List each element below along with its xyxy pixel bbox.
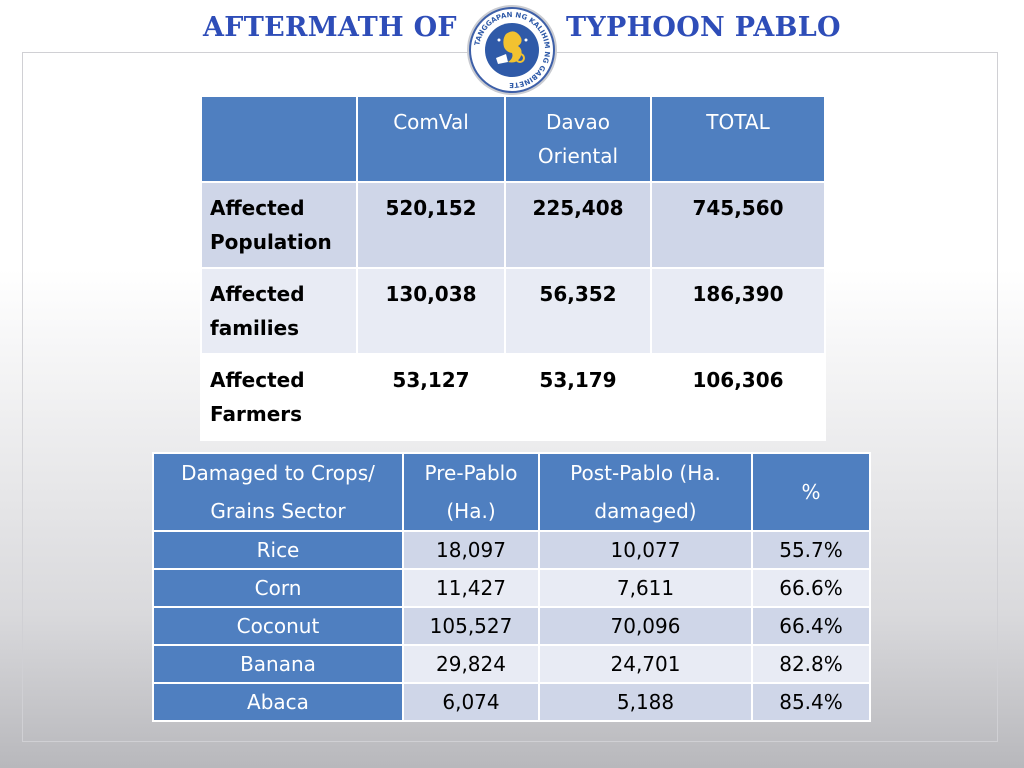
cell-total: 106,306	[650, 353, 826, 441]
row-label: Affected Population	[200, 181, 358, 269]
t1-header-total: TOTAL	[650, 95, 826, 183]
crop-name: Coconut	[152, 606, 404, 646]
row-label: Affected Farmers	[200, 353, 358, 441]
slide-title-left: AFTERMATH OF	[203, 12, 457, 43]
table-row: Rice 18,097 10,077 55.7%	[152, 530, 871, 570]
cell-davao: 225,408	[504, 181, 652, 269]
cell-percent: 55.7%	[751, 530, 871, 570]
slide-title-right: TYPHOON PABLO	[566, 12, 841, 43]
t2-header-percent: %	[751, 452, 871, 532]
crop-name: Abaca	[152, 682, 404, 722]
t1-header-davao-oriental: Davao Oriental	[504, 95, 652, 183]
row-label: Affected families	[200, 267, 358, 355]
table-row: Corn 11,427 7,611 66.6%	[152, 568, 871, 608]
t1-header-comval: ComVal	[356, 95, 506, 183]
population-table: ComVal Davao Oriental TOTAL Affected Pop…	[200, 95, 826, 441]
cell-comval: 53,127	[356, 353, 506, 441]
table-row: Banana 29,824 24,701 82.8%	[152, 644, 871, 684]
cell-percent: 66.6%	[751, 568, 871, 608]
cell-total: 186,390	[650, 267, 826, 355]
cell-post: 70,096	[538, 606, 753, 646]
cell-pre: 11,427	[402, 568, 540, 608]
cell-percent: 66.4%	[751, 606, 871, 646]
t2-header-pre-pablo: Pre-Pablo (Ha.)	[402, 452, 540, 532]
t1-row-population: Affected Population 520,152 225,408 745,…	[200, 181, 826, 269]
cell-davao: 56,352	[504, 267, 652, 355]
crop-name: Banana	[152, 644, 404, 684]
t1-row-families: Affected families 130,038 56,352 186,390	[200, 267, 826, 355]
cell-post: 7,611	[538, 568, 753, 608]
cell-total: 745,560	[650, 181, 826, 269]
cell-post: 5,188	[538, 682, 753, 722]
cell-percent: 82.8%	[751, 644, 871, 684]
crop-damage-table: Damaged to Crops/ Grains Sector Pre-Pabl…	[152, 452, 871, 722]
cell-percent: 85.4%	[751, 682, 871, 722]
cell-pre: 18,097	[402, 530, 540, 570]
crop-name: Rice	[152, 530, 404, 570]
t1-row-farmers: Affected Farmers 53,127 53,179 106,306	[200, 353, 826, 441]
table-row: Abaca 6,074 5,188 85.4%	[152, 682, 871, 722]
table-row: Coconut 105,527 70,096 66.4%	[152, 606, 871, 646]
cell-comval: 520,152	[356, 181, 506, 269]
crop-name: Corn	[152, 568, 404, 608]
cell-post: 24,701	[538, 644, 753, 684]
cell-pre: 105,527	[402, 606, 540, 646]
cell-pre: 6,074	[402, 682, 540, 722]
t2-header-sector: Damaged to Crops/ Grains Sector	[152, 452, 404, 532]
cell-post: 10,077	[538, 530, 753, 570]
cell-davao: 53,179	[504, 353, 652, 441]
cell-pre: 29,824	[402, 644, 540, 684]
cell-comval: 130,038	[356, 267, 506, 355]
t1-header-corner	[200, 95, 358, 183]
t2-header-post-pablo: Post-Pablo (Ha. damaged)	[538, 452, 753, 532]
cabinet-seal-logo: TANGGAPAN NG KALIHIM NG GABINETE	[467, 5, 557, 95]
